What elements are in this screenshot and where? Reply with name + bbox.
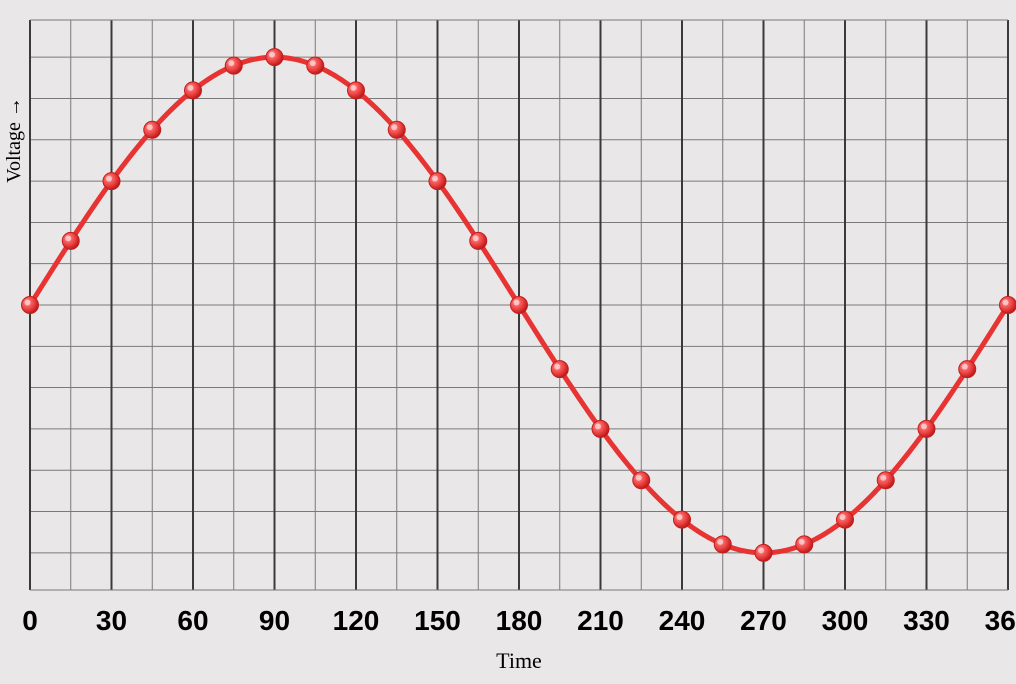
x-tick-label: 90 — [259, 605, 290, 636]
data-marker — [103, 173, 120, 190]
data-marker — [877, 472, 894, 489]
x-tick-label: 150 — [414, 605, 461, 636]
data-marker — [1000, 297, 1016, 314]
x-tick-label: 30 — [96, 605, 127, 636]
x-tick-label: 330 — [903, 605, 950, 636]
data-marker — [755, 544, 772, 561]
x-axis-label: Time — [496, 648, 542, 673]
x-tick-label: 300 — [822, 605, 869, 636]
x-tick-label: 0 — [22, 605, 38, 636]
x-tick-label: 360 — [985, 605, 1016, 636]
chart-svg: 0306090120150180210240270300330360 Time … — [0, 0, 1016, 684]
data-marker — [266, 49, 283, 66]
data-marker — [551, 361, 568, 378]
x-tick-label: 180 — [496, 605, 543, 636]
data-marker — [470, 232, 487, 249]
data-marker — [918, 420, 935, 437]
data-marker — [388, 121, 405, 138]
data-marker — [307, 57, 324, 74]
data-marker — [22, 297, 39, 314]
data-marker — [674, 511, 691, 528]
data-marker — [225, 57, 242, 74]
sine-wave-chart: 0306090120150180210240270300330360 Time … — [0, 0, 1016, 684]
data-marker — [796, 536, 813, 553]
data-marker — [633, 472, 650, 489]
data-marker — [511, 297, 528, 314]
data-marker — [714, 536, 731, 553]
data-marker — [429, 173, 446, 190]
y-axis-label: Voltage → — [3, 97, 25, 183]
data-marker — [62, 232, 79, 249]
data-marker — [959, 361, 976, 378]
data-marker — [837, 511, 854, 528]
x-tick-label: 240 — [659, 605, 706, 636]
data-marker — [144, 121, 161, 138]
x-tick-label: 210 — [577, 605, 624, 636]
x-tick-label: 270 — [740, 605, 787, 636]
data-marker — [348, 82, 365, 99]
data-marker — [592, 420, 609, 437]
x-tick-label: 120 — [333, 605, 380, 636]
data-marker — [185, 82, 202, 99]
x-tick-label: 60 — [177, 605, 208, 636]
